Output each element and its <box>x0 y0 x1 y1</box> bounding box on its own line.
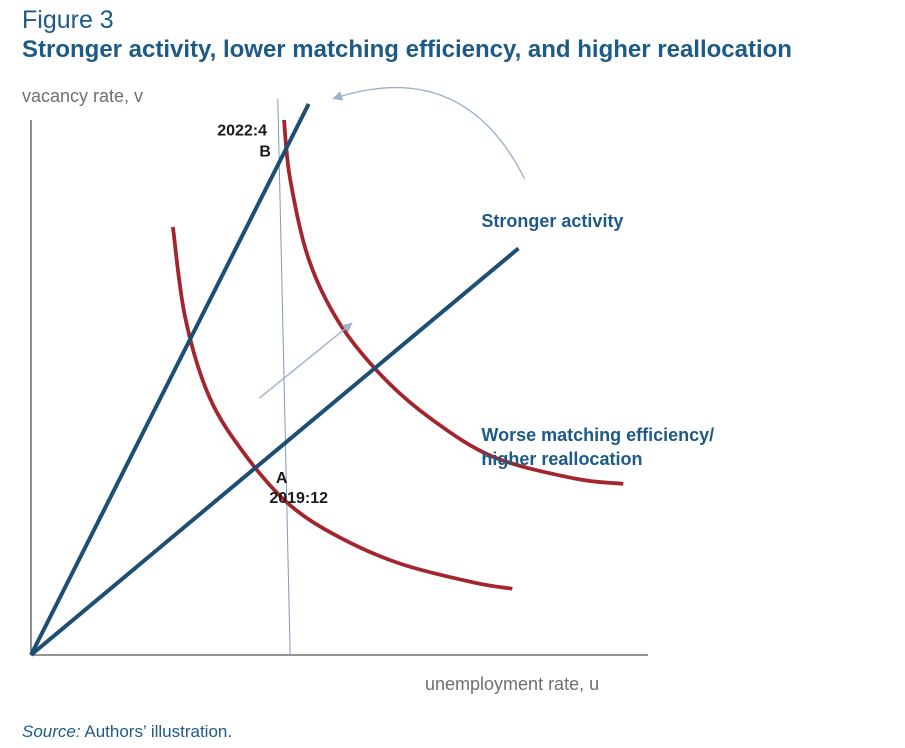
point-b-label: B <box>259 144 271 161</box>
annotation-1: Stronger activity <box>481 211 623 231</box>
annotation-3: higher reallocation <box>481 449 642 469</box>
figure-label: Figure 3 <box>22 6 114 34</box>
point-b-date: 2022:4 <box>217 123 267 140</box>
y-axis-label: vacancy rate, v <box>22 86 144 106</box>
point-a-date: 2019:12 <box>269 490 328 507</box>
x-axis-label: unemployment rate, u <box>425 674 600 694</box>
ray-line-3 <box>29 246 520 657</box>
reference-line <box>277 98 291 656</box>
ray-line-4 <box>29 103 311 656</box>
rotation-arrow-2 <box>332 86 526 180</box>
beveridge-curve-2 <box>282 119 624 486</box>
source-note: Source: Authors’ illustration. <box>22 722 232 742</box>
shift-arrow-1 <box>258 322 353 399</box>
annotation-2: Worse matching efficiency/ <box>481 425 714 445</box>
point-a-label: A <box>276 470 288 487</box>
beveridge-curve-1 <box>171 226 513 591</box>
source-text: Authors’ illustration. <box>80 722 233 741</box>
source-prefix: Source: <box>22 722 81 741</box>
figure-title: Stronger activity, lower matching effici… <box>22 36 792 63</box>
